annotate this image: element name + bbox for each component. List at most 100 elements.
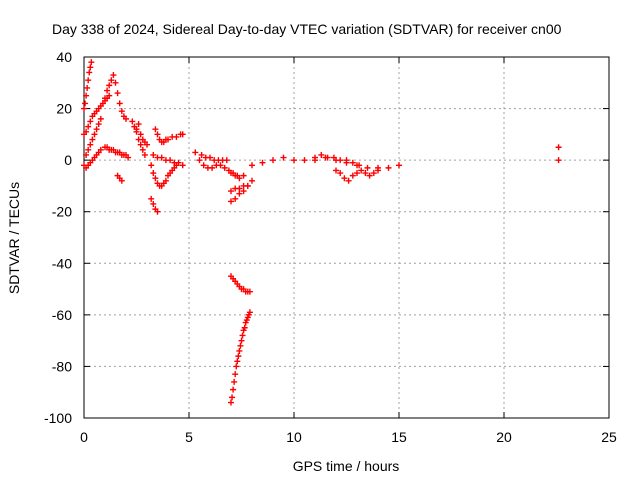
y-tick-label: -100 xyxy=(44,410,72,426)
data-point xyxy=(150,151,157,158)
series-arc-d-zero xyxy=(150,151,186,169)
x-tick-label: 10 xyxy=(286,429,302,445)
data-point xyxy=(87,118,94,125)
series-arc-f-top xyxy=(228,170,247,182)
data-point xyxy=(232,195,239,202)
data-point xyxy=(239,332,246,339)
data-point xyxy=(139,146,146,153)
data-point xyxy=(158,154,165,161)
series-arc-b-lower xyxy=(102,144,132,161)
series-arc-f-neg xyxy=(228,177,255,205)
data-point xyxy=(270,157,276,164)
data-point xyxy=(375,167,381,174)
data-point xyxy=(86,69,93,76)
data-point xyxy=(123,115,129,122)
data-point xyxy=(192,149,199,156)
data-point xyxy=(235,353,242,360)
data-point xyxy=(555,144,562,151)
data-point xyxy=(240,188,247,195)
data-point xyxy=(85,146,92,153)
data-point xyxy=(175,159,182,166)
data-point xyxy=(106,92,113,99)
data-point xyxy=(228,198,234,205)
data-point xyxy=(102,95,108,102)
data-point xyxy=(137,131,144,138)
data-point xyxy=(85,123,92,130)
data-point xyxy=(217,162,224,169)
data-point xyxy=(97,146,104,153)
data-point xyxy=(209,164,216,171)
x-tick-label: 5 xyxy=(185,429,193,445)
data-point xyxy=(237,342,244,349)
data-point xyxy=(148,162,155,169)
data-point xyxy=(356,162,363,169)
x-tick-label: 25 xyxy=(601,429,617,445)
series-arc-f-mid xyxy=(228,182,251,195)
data-point xyxy=(354,170,360,177)
data-point xyxy=(221,164,228,171)
data-point xyxy=(236,185,243,192)
series-arc-a-mid xyxy=(83,115,104,158)
data-point xyxy=(370,170,377,177)
data-point xyxy=(259,159,266,166)
data-point xyxy=(343,157,350,164)
chart-title: Day 338 of 2024, Sidereal Day-to-day VTE… xyxy=(52,21,562,37)
data-point xyxy=(246,288,253,295)
grid-lines xyxy=(84,57,609,418)
data-point xyxy=(88,59,95,66)
data-point xyxy=(362,170,369,177)
data-point xyxy=(118,177,125,184)
data-point xyxy=(125,154,132,161)
y-tick-label: -80 xyxy=(52,358,72,374)
data-point xyxy=(150,170,157,177)
data-point xyxy=(152,175,159,182)
series-arc-e xyxy=(192,149,241,179)
data-point xyxy=(118,108,125,115)
data-point xyxy=(333,167,339,174)
data-point xyxy=(82,100,89,107)
data-point xyxy=(133,126,140,133)
data-point xyxy=(228,188,234,195)
data-point xyxy=(244,182,251,189)
data-point xyxy=(148,195,155,202)
data-point xyxy=(396,162,402,169)
data-point xyxy=(87,64,94,71)
data-point xyxy=(349,159,356,166)
data-point xyxy=(240,172,247,179)
data-point xyxy=(228,399,234,406)
data-point xyxy=(83,92,90,99)
series-arc-c xyxy=(129,118,148,158)
data-point xyxy=(97,115,104,122)
data-point xyxy=(229,394,236,401)
data-point xyxy=(324,154,331,161)
data-point xyxy=(207,154,213,161)
data-point xyxy=(110,72,117,79)
data-point xyxy=(167,157,174,164)
data-point xyxy=(228,170,234,177)
data-point xyxy=(95,121,102,128)
data-point xyxy=(291,157,297,164)
x-axis: 0 5 10 15 20 25 xyxy=(80,57,617,445)
data-point xyxy=(91,131,98,138)
data-point xyxy=(364,164,371,171)
data-point xyxy=(173,133,180,140)
data-point xyxy=(114,90,121,97)
data-point xyxy=(341,175,348,182)
series-arc-a-rise xyxy=(81,59,95,112)
data-points xyxy=(81,59,562,406)
data-point xyxy=(116,100,123,107)
y-tick-label: -60 xyxy=(52,307,72,323)
series-arc-a-neg xyxy=(81,146,104,171)
y-tick-label: -40 xyxy=(52,255,72,271)
data-point xyxy=(337,170,344,177)
data-point xyxy=(232,371,239,378)
series-arc-d-neg xyxy=(148,195,161,215)
y-tick-label: 20 xyxy=(56,101,72,117)
data-point xyxy=(83,151,90,158)
data-point xyxy=(200,162,207,169)
data-point xyxy=(358,167,365,174)
data-point xyxy=(137,141,144,148)
data-point xyxy=(241,324,248,331)
x-tick-label: 15 xyxy=(391,429,407,445)
